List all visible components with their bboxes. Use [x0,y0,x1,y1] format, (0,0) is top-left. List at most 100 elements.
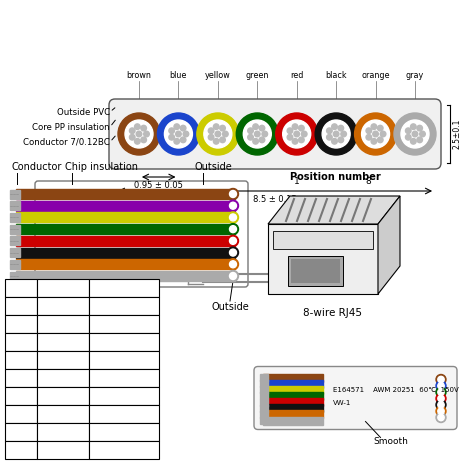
Circle shape [243,120,271,148]
Text: 1: 1 [18,301,24,310]
Bar [5,315,37,333]
Text: RTS: RTS [116,428,132,437]
Circle shape [405,135,411,140]
Circle shape [355,113,397,155]
Circle shape [259,125,265,131]
Circle shape [236,113,278,155]
Bar [37,405,89,423]
Text: Position number: Position number [290,172,381,182]
FancyBboxPatch shape [109,99,441,169]
Bar [37,297,89,315]
Circle shape [262,131,268,137]
Circle shape [228,200,238,211]
Bar [89,387,159,405]
Circle shape [208,128,214,134]
Circle shape [394,113,436,155]
Circle shape [229,273,237,280]
Circle shape [338,137,344,143]
Bar [37,315,89,333]
Bar [16,189,235,199]
Circle shape [229,191,237,198]
Circle shape [228,271,238,282]
Bar [5,387,37,405]
Circle shape [169,135,174,140]
Text: Brown: Brown [49,301,77,310]
Bar [5,423,37,441]
Text: 1: 1 [294,177,300,186]
Bar [263,417,323,425]
Text: NC: NC [118,446,130,455]
Bar [37,351,89,369]
Bar [16,212,235,222]
Circle shape [125,120,153,148]
Circle shape [183,131,189,137]
Bar [5,405,37,423]
Circle shape [405,128,411,134]
Text: GND: GND [114,356,134,365]
Text: Description: Description [95,283,153,292]
Circle shape [229,226,237,233]
Circle shape [366,128,372,134]
Text: Core PP insulation: Core PP insulation [32,122,110,131]
Bar [260,386,268,393]
Circle shape [377,125,383,131]
Circle shape [377,137,383,143]
Text: Color: Color [50,283,76,292]
Bar [16,201,235,211]
Bar [260,417,268,424]
Text: GND: GND [114,374,134,383]
Bar [10,260,20,269]
Circle shape [141,137,146,143]
Text: Conductor: Conductor [12,162,63,172]
Circle shape [228,259,238,270]
Circle shape [338,125,344,131]
Bar [288,256,343,286]
Text: red: red [290,71,303,80]
Circle shape [228,224,238,235]
Bar [263,374,323,382]
Bar [10,213,20,222]
Text: 8-wire RJ45: 8-wire RJ45 [303,308,363,318]
Bar [263,404,323,412]
Circle shape [144,131,149,137]
Text: 9: 9 [18,446,24,455]
Text: RJ45: RJ45 [9,283,32,292]
Bar [5,351,37,369]
Bar [89,405,159,423]
Text: Green: Green [49,428,77,437]
Circle shape [180,137,186,143]
Text: Outside PVC: Outside PVC [57,108,110,117]
Text: DSR: DSR [115,319,134,328]
Text: Outside: Outside [211,302,249,312]
Text: 2: 2 [18,319,24,328]
Bar [263,410,323,419]
Bar [5,441,37,459]
Circle shape [215,131,221,137]
Text: RXD: RXD [114,337,134,346]
Circle shape [248,128,253,134]
Circle shape [327,128,332,134]
Text: brown: brown [127,71,151,80]
Text: Chip insulation: Chip insulation [65,162,138,172]
Text: Blue: Blue [53,410,73,419]
Circle shape [322,120,350,148]
Bar [260,392,268,400]
Circle shape [436,400,446,410]
Text: Yellow: Yellow [49,337,77,346]
Text: 8: 8 [18,428,24,437]
Bar [5,297,37,315]
Bar [16,224,235,234]
Circle shape [228,247,238,258]
Text: 4: 4 [18,356,24,365]
Text: 8.5 ± 0.15: 8.5 ± 0.15 [253,195,297,204]
Circle shape [141,125,146,131]
Bar [37,333,89,351]
Circle shape [228,236,238,246]
Circle shape [229,261,237,268]
Bar [16,247,235,257]
Bar [89,333,159,351]
Circle shape [438,389,444,395]
Circle shape [253,124,258,129]
Circle shape [213,138,219,144]
Circle shape [412,131,418,137]
